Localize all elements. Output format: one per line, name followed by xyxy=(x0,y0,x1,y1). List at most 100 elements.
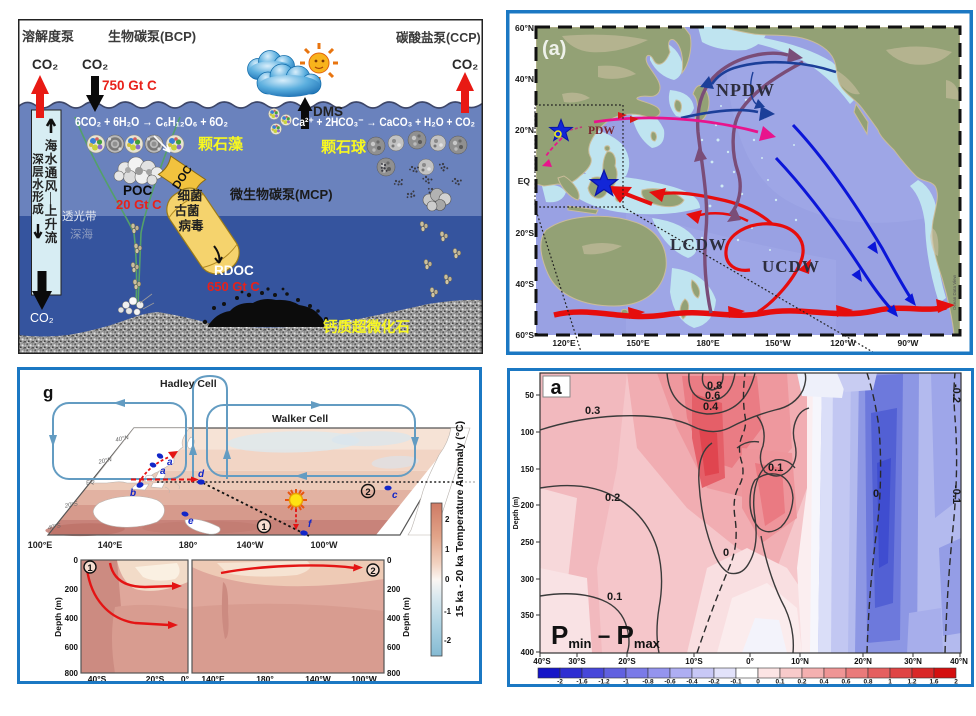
svg-text:Walker Cell: Walker Cell xyxy=(272,413,328,425)
svg-text:0.6: 0.6 xyxy=(841,679,850,686)
svg-text:-2: -2 xyxy=(444,636,452,645)
svg-text:深海: 深海 xyxy=(70,227,93,241)
svg-text:-0.2: -0.2 xyxy=(950,384,962,403)
svg-text:60°N: 60°N xyxy=(515,23,534,33)
svg-text:碳酸盐泵(CCP): 碳酸盐泵(CCP) xyxy=(396,30,481,45)
svg-text:10°S: 10°S xyxy=(685,657,703,666)
svg-text:EQ: EQ xyxy=(86,479,96,487)
svg-text:800: 800 xyxy=(65,669,79,678)
svg-text:0: 0 xyxy=(445,575,450,584)
svg-text:750 Gt C: 750 Gt C xyxy=(102,78,157,93)
svg-text:EQ: EQ xyxy=(518,176,531,186)
svg-text:生物碳泵(BCP): 生物碳泵(BCP) xyxy=(108,29,196,44)
svg-text:升: 升 xyxy=(45,217,58,232)
svg-text:0: 0 xyxy=(873,488,879,500)
svg-text:0: 0 xyxy=(387,556,392,565)
svg-text:0.2: 0.2 xyxy=(797,679,806,686)
svg-text:300: 300 xyxy=(521,575,535,584)
svg-text:0°: 0° xyxy=(181,674,190,684)
svg-text:6CO₂ + 6H₂O → C₆H₁₂O₆ + 6O₂: 6CO₂ + 6H₂O → C₆H₁₂O₆ + 6O₂ xyxy=(75,114,228,129)
svg-text:0.8: 0.8 xyxy=(863,679,872,686)
svg-text:180°E: 180°E xyxy=(696,338,720,348)
svg-text:1: 1 xyxy=(445,545,450,554)
svg-text:风: 风 xyxy=(45,180,58,194)
svg-text:Depth (m): Depth (m) xyxy=(513,497,520,530)
svg-text:0.4: 0.4 xyxy=(703,401,719,413)
svg-text:600: 600 xyxy=(65,643,79,652)
svg-text:0.6: 0.6 xyxy=(705,390,720,402)
svg-text:1.2: 1.2 xyxy=(907,679,916,686)
svg-text:颗石球: 颗石球 xyxy=(321,138,367,156)
svg-text:水: 水 xyxy=(45,152,58,167)
svg-text:CO₂: CO₂ xyxy=(452,57,478,72)
svg-text:细菌: 细菌 xyxy=(177,188,203,203)
svg-text:40°N: 40°N xyxy=(515,74,534,84)
svg-text:-0.2: -0.2 xyxy=(708,679,720,686)
svg-text:0.1: 0.1 xyxy=(768,462,783,474)
svg-text:成: 成 xyxy=(32,202,44,216)
svg-text:400: 400 xyxy=(65,614,79,623)
svg-text:1: 1 xyxy=(261,522,267,533)
svg-text:15 ka - 20 ka Temperature Anom: 15 ka - 20 ka Temperature Anomaly (°C) xyxy=(454,421,466,617)
svg-text:150°W: 150°W xyxy=(765,338,792,348)
svg-text:a: a xyxy=(167,457,173,468)
svg-text:2: 2 xyxy=(954,679,958,686)
svg-text:海: 海 xyxy=(45,138,58,153)
svg-text:600: 600 xyxy=(387,643,401,652)
svg-text:120°W: 120°W xyxy=(830,338,857,348)
svg-text:CO₂: CO₂ xyxy=(30,311,54,325)
svg-text:Ca²⁺ + 2HCO₃⁻ → CaCO₃ + H₂O +: Ca²⁺ + 2HCO₃⁻ → CaCO₃ + H₂O + CO₂ xyxy=(292,115,475,129)
svg-text:250: 250 xyxy=(521,538,535,547)
svg-text:-0.1: -0.1 xyxy=(730,679,742,686)
svg-text:50: 50 xyxy=(525,391,534,400)
svg-text:180°: 180° xyxy=(256,674,274,684)
svg-text:40°S: 40°S xyxy=(515,279,534,289)
svg-text:0: 0 xyxy=(723,547,729,559)
svg-text:650 Gt C: 650 Gt C xyxy=(207,279,260,294)
svg-text:1: 1 xyxy=(888,679,892,686)
svg-text:20°N: 20°N xyxy=(854,657,872,666)
svg-text:DMS: DMS xyxy=(313,104,343,119)
svg-text:UCDW: UCDW xyxy=(762,257,820,276)
svg-text:140°W: 140°W xyxy=(305,674,332,684)
svg-text:150: 150 xyxy=(521,465,535,474)
svg-text:-0.6: -0.6 xyxy=(664,679,676,686)
svg-text:深: 深 xyxy=(32,152,44,166)
svg-text:通: 通 xyxy=(45,165,58,180)
svg-text:-0.4: -0.4 xyxy=(686,679,698,686)
svg-text:LCDW: LCDW xyxy=(670,235,727,254)
svg-text:PDW: PDW xyxy=(588,125,615,137)
svg-text:-0.1: -0.1 xyxy=(950,485,962,504)
svg-text:120°E: 120°E xyxy=(552,338,576,348)
svg-text:90°W: 90°W xyxy=(898,338,920,348)
svg-text:水: 水 xyxy=(32,177,44,191)
svg-text:-1: -1 xyxy=(444,607,452,616)
svg-text:NPDW: NPDW xyxy=(716,80,775,100)
svg-text:2: 2 xyxy=(370,566,375,577)
svg-text:0: 0 xyxy=(756,679,760,686)
svg-text:病毒: 病毒 xyxy=(178,218,204,233)
svg-text:形: 形 xyxy=(32,191,44,204)
svg-text:20°S: 20°S xyxy=(515,228,534,238)
svg-text:0.2: 0.2 xyxy=(605,492,620,504)
svg-text:0°: 0° xyxy=(746,657,754,666)
svg-text:20 Gt C: 20 Gt C xyxy=(116,197,162,212)
svg-text:400: 400 xyxy=(387,614,401,623)
svg-text:RDOC: RDOC xyxy=(214,263,254,278)
svg-text:颗石藻: 颗石藻 xyxy=(198,135,244,153)
svg-text:350: 350 xyxy=(521,611,535,620)
svg-text:古菌: 古菌 xyxy=(174,203,200,218)
svg-text:800: 800 xyxy=(387,669,401,678)
svg-text:│: │ xyxy=(48,191,55,206)
svg-text:100°E: 100°E xyxy=(28,540,53,550)
svg-text:200: 200 xyxy=(521,501,535,510)
svg-text:20°S: 20°S xyxy=(618,657,636,666)
svg-text:b: b xyxy=(130,488,136,499)
svg-text:1: 1 xyxy=(87,563,93,574)
svg-text:-2: -2 xyxy=(557,679,563,686)
svg-text:10°N: 10°N xyxy=(791,657,809,666)
svg-text:POC: POC xyxy=(123,183,153,198)
svg-text:0.3: 0.3 xyxy=(585,405,600,417)
svg-text:100: 100 xyxy=(521,428,535,437)
svg-text:a: a xyxy=(160,466,166,477)
